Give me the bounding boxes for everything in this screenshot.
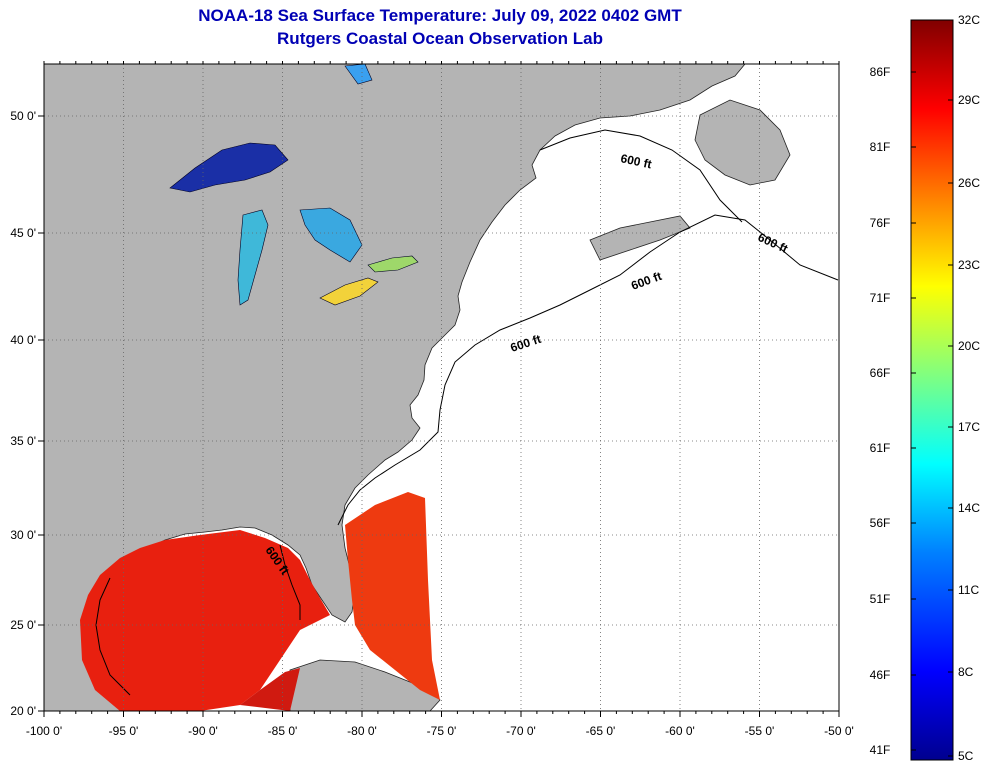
colorbar-c-label: 14C: [958, 501, 980, 515]
sst-caribbean: [240, 668, 300, 711]
depth-contour-gulf-of-st-lawrence: [539, 129, 743, 223]
colorbar-c-label: 26C: [958, 176, 980, 190]
longitude-label: -95 0': [109, 724, 139, 738]
longitude-label: -60 0': [665, 724, 695, 738]
colorbar-c-label: 11C: [958, 583, 979, 597]
longitude-axis: -100 0' -95 0' -90 0' -85 0' -80 0' -75 0' -70…: [26, 61, 854, 738]
longitude-label: -70 0': [506, 724, 536, 738]
colorbar-f-label: 76F: [870, 216, 891, 230]
colorbar-celsius-labels: 32C 29C 26C 23C 20C 17C 14C 11C 8C 5C: [948, 13, 980, 763]
colorbar-c-label: 8C: [958, 665, 974, 679]
longitude-label: -80 0': [347, 724, 377, 738]
colorbar-f-label: 81F: [870, 140, 891, 154]
colorbar-c-label: 20C: [958, 339, 980, 353]
colorbar-fahrenheit-labels: 86F 81F 76F 71F 66F 61F 56F 51F 46F 41F: [870, 65, 916, 757]
latitude-label: 35 0': [10, 434, 36, 448]
land-newfoundland: [694, 99, 791, 186]
colorbar-c-label: 23C: [958, 258, 980, 272]
sst-florida-atlantic: [345, 492, 440, 700]
colorbar-f-label: 66F: [870, 366, 891, 380]
colorbar-c-label: 17C: [958, 420, 980, 434]
longitude-label: -65 0': [586, 724, 616, 738]
longitude-label: -100 0': [26, 724, 62, 738]
latitude-label: 20 0': [10, 704, 36, 718]
lake-michigan: [237, 209, 269, 306]
graticule: [44, 64, 839, 711]
longitude-label: -85 0': [268, 724, 298, 738]
lake-huron: [299, 207, 363, 263]
map-subtitle: Rutgers Coastal Ocean Observation Lab: [277, 29, 603, 48]
land-nova-scotia: [589, 215, 691, 261]
latitude-label: 30 0': [10, 528, 36, 542]
longitude-label: -75 0': [427, 724, 457, 738]
colorbar-f-label: 41F: [870, 743, 891, 757]
longitude-label: -90 0': [188, 724, 218, 738]
colorbar-c-label: 29C: [958, 93, 980, 107]
depth-label: 600 ft: [619, 151, 653, 171]
lake-ontario: [367, 255, 419, 273]
colorbar-f-label: 51F: [870, 592, 891, 606]
colorbar-f-label: 61F: [870, 441, 891, 455]
sst-gulf-of-mexico: [80, 530, 330, 711]
colorbar-c-label: 5C: [958, 749, 974, 763]
lake-erie: [319, 277, 379, 306]
colorbar: [910, 19, 954, 761]
latitude-axis: 50 0' 45 0' 40 0' 35 0' 30 0' 25 0' 20 0': [10, 109, 44, 718]
colorbar-f-label: 56F: [870, 516, 891, 530]
lake-nipigon: [344, 64, 373, 85]
lake-superior: [169, 142, 289, 193]
colorbar-c-label: 32C: [958, 13, 980, 27]
colorbar-f-label: 86F: [870, 65, 891, 79]
latitude-label: 25 0': [10, 618, 36, 632]
longitude-label: -55 0': [745, 724, 775, 738]
colorbar-f-label: 46F: [870, 668, 891, 682]
longitude-label: -50 0': [824, 724, 854, 738]
latitude-label: 50 0': [10, 109, 36, 123]
map-title: NOAA-18 Sea Surface Temperature: July 09…: [198, 6, 682, 25]
depth-contour-gulf: [95, 544, 301, 696]
colorbar-f-label: 71F: [870, 291, 891, 305]
depth-contour-600ft: [337, 214, 839, 526]
latitude-label: 40 0': [10, 333, 36, 347]
latitude-label: 45 0': [10, 226, 36, 240]
